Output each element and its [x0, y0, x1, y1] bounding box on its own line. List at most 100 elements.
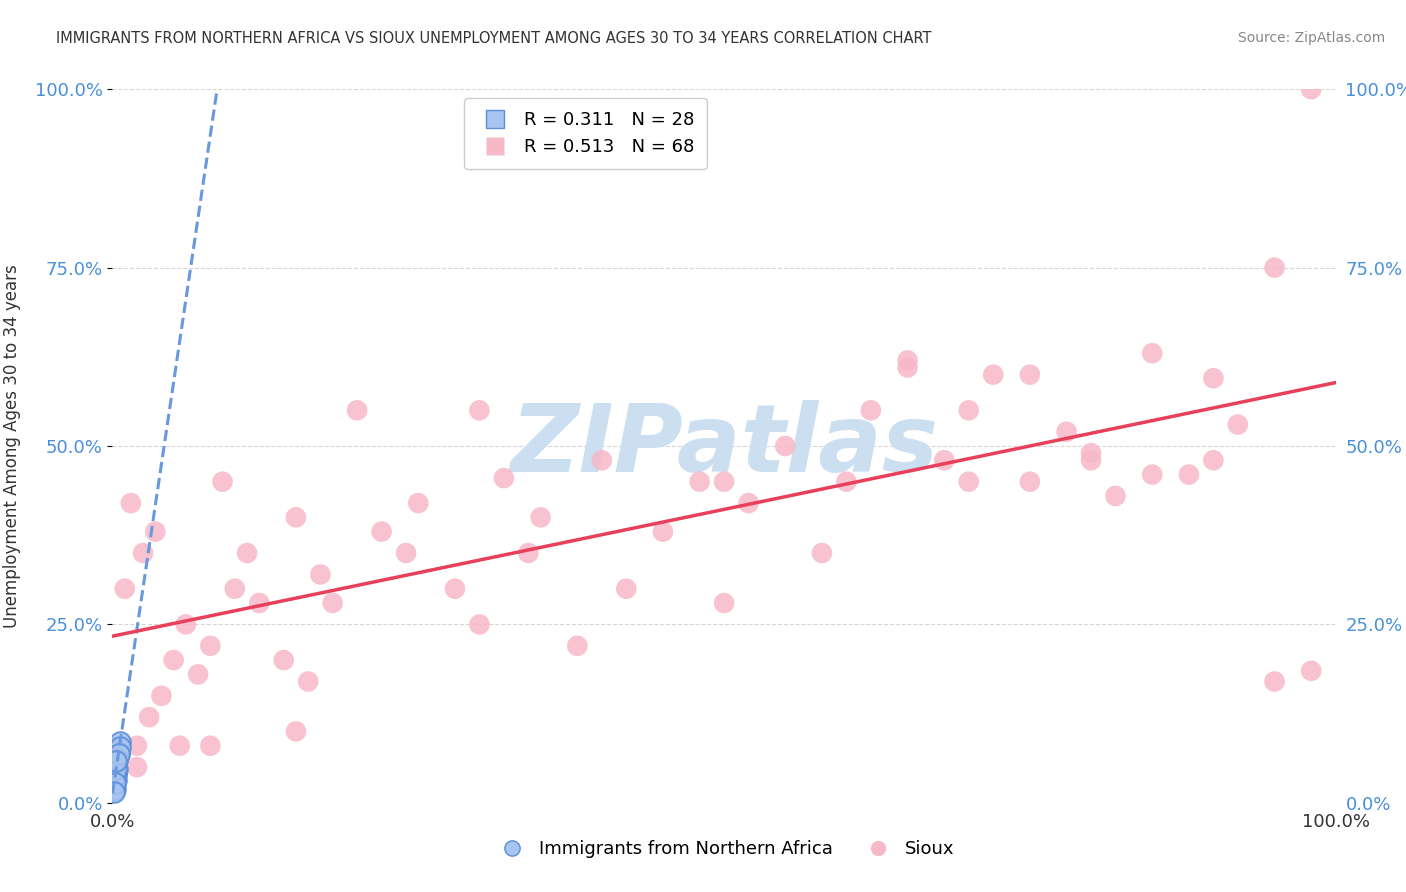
Point [104, 771, 127, 785]
Point [211, 475, 233, 489]
Point [224, 582, 246, 596]
Point [105, 753, 128, 767]
Point [104, 769, 127, 783]
Point [105, 772, 128, 787]
Point [897, 353, 920, 368]
Point [775, 439, 797, 453]
Point [468, 617, 491, 632]
Point [370, 524, 392, 539]
Y-axis label: Unemployment Among Ages 30 to 34 years: Unemployment Among Ages 30 to 34 years [3, 264, 21, 628]
Point [105, 758, 128, 772]
Point [517, 546, 540, 560]
Point [200, 639, 222, 653]
Point [713, 596, 735, 610]
Point [105, 767, 128, 781]
Point [1301, 82, 1323, 96]
Point [1264, 260, 1286, 275]
Point [444, 582, 467, 596]
Point [105, 762, 128, 776]
Point [284, 510, 308, 524]
Point [187, 667, 209, 681]
Point [395, 546, 418, 560]
Point [108, 740, 131, 755]
Point [105, 751, 128, 765]
Point [1202, 371, 1225, 385]
Point [408, 496, 430, 510]
Point [174, 617, 197, 632]
Point [297, 674, 319, 689]
Point [132, 546, 155, 560]
Point [105, 749, 128, 764]
Point [163, 653, 186, 667]
Point [529, 510, 551, 524]
Point [138, 710, 160, 724]
Point [859, 403, 882, 417]
Point [468, 403, 491, 417]
Point [835, 475, 858, 489]
Point [105, 755, 128, 769]
Point [811, 546, 834, 560]
Legend: Immigrants from Northern Africa, Sioux: Immigrants from Northern Africa, Sioux [486, 833, 962, 865]
Point [104, 755, 127, 769]
Point [114, 582, 136, 596]
Point [1018, 368, 1040, 382]
Point [150, 689, 173, 703]
Point [247, 596, 270, 610]
Point [591, 453, 613, 467]
Text: ZIPatlas: ZIPatlas [510, 400, 938, 492]
Text: IMMIGRANTS FROM NORTHERN AFRICA VS SIOUX UNEMPLOYMENT AMONG AGES 30 TO 34 YEARS : IMMIGRANTS FROM NORTHERN AFRICA VS SIOUX… [56, 31, 932, 46]
Point [120, 496, 142, 510]
Point [103, 774, 125, 789]
Text: Source: ZipAtlas.com: Source: ZipAtlas.com [1237, 31, 1385, 45]
Point [107, 746, 129, 760]
Point [169, 739, 191, 753]
Point [346, 403, 368, 417]
Point [108, 735, 131, 749]
Point [284, 724, 308, 739]
Point [103, 778, 125, 792]
Point [652, 524, 675, 539]
Point [981, 368, 1004, 382]
Point [1202, 453, 1225, 467]
Point [934, 453, 956, 467]
Point [957, 403, 980, 417]
Point [107, 747, 129, 762]
Point [104, 764, 127, 778]
Point [567, 639, 589, 653]
Point [1142, 346, 1164, 360]
Point [1104, 489, 1126, 503]
Point [1301, 664, 1323, 678]
Point [105, 762, 128, 776]
Point [103, 783, 125, 797]
Point [103, 780, 125, 794]
Point [309, 567, 332, 582]
Point [125, 739, 148, 753]
Point [125, 760, 148, 774]
Point [492, 471, 515, 485]
Point [104, 776, 127, 790]
Point [322, 596, 344, 610]
Point [897, 360, 920, 375]
Point [1142, 467, 1164, 482]
Point [1080, 446, 1102, 460]
Point [273, 653, 295, 667]
Point [200, 739, 222, 753]
Point [236, 546, 259, 560]
Point [1080, 453, 1102, 467]
Point [105, 756, 128, 771]
Point [1178, 467, 1201, 482]
Point [143, 524, 166, 539]
Point [103, 785, 125, 799]
Point [1018, 475, 1040, 489]
Point [1056, 425, 1078, 439]
Point [1264, 674, 1286, 689]
Point [104, 760, 127, 774]
Point [713, 475, 735, 489]
Point [614, 582, 637, 596]
Point [957, 475, 980, 489]
Point [105, 765, 128, 780]
Point [1226, 417, 1249, 432]
Point [737, 496, 759, 510]
Point [104, 781, 127, 796]
Point [689, 475, 711, 489]
